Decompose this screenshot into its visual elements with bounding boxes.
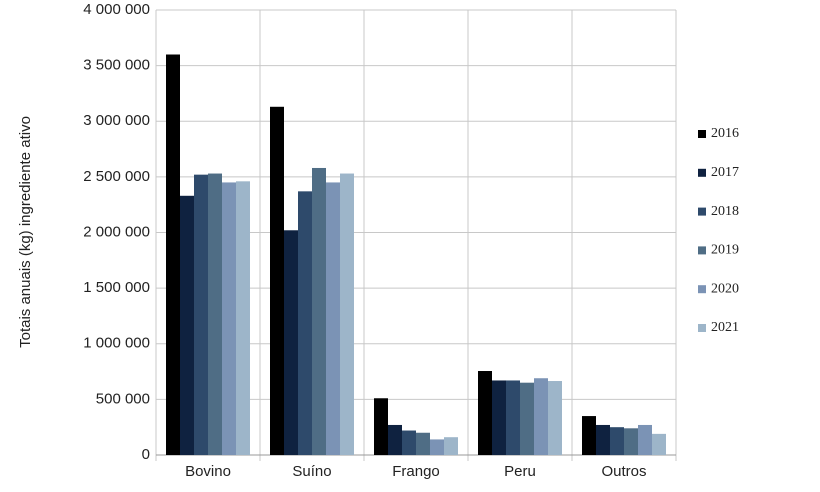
bar [548, 381, 562, 455]
bar [610, 427, 624, 455]
bar [194, 174, 208, 455]
legend-label: 2020 [711, 281, 739, 296]
y-tick-label: 2 000 000 [83, 223, 150, 240]
legend-swatch [698, 246, 706, 255]
y-tick-label: 3 000 000 [83, 112, 150, 129]
y-tick-label: 0 [142, 446, 150, 463]
bar [534, 378, 548, 455]
bar [374, 398, 388, 455]
bar [416, 432, 430, 455]
x-tick-label: Frango [392, 463, 440, 480]
legend-label: 2021 [711, 320, 739, 335]
legend-label: 2019 [711, 243, 739, 258]
bar [326, 182, 340, 455]
bar [222, 182, 236, 455]
y-tick-label: 4 000 000 [83, 1, 150, 18]
legend-swatch [698, 130, 706, 138]
bar [652, 433, 666, 455]
bar [180, 195, 194, 455]
y-tick-label: 500 000 [96, 390, 150, 407]
legend-swatch [698, 324, 706, 332]
legend-label: 2016 [711, 126, 739, 141]
y-tick-label: 2 500 000 [83, 168, 150, 185]
bar [582, 416, 596, 455]
bar [340, 173, 354, 455]
legend-swatch [698, 168, 706, 177]
x-tick-label: Peru [504, 463, 536, 480]
legend-label: 2017 [711, 165, 739, 180]
legend-swatch [698, 207, 706, 216]
bar [506, 380, 520, 455]
bar [402, 430, 416, 455]
bar [430, 439, 444, 455]
bar [492, 380, 506, 455]
bar [312, 167, 326, 455]
bar [236, 181, 250, 455]
bar [388, 424, 402, 455]
x-tick-label: Outros [601, 463, 646, 480]
y-tick-label: 3 500 000 [83, 57, 150, 74]
y-tick-label: 1 500 000 [83, 279, 150, 296]
bar [596, 424, 610, 455]
legend-label: 2018 [711, 204, 739, 219]
bar [270, 106, 284, 455]
bar [624, 428, 638, 455]
legend-swatch [698, 285, 706, 294]
bar [284, 230, 298, 455]
x-tick-label: Bovino [185, 463, 231, 480]
bar [638, 424, 652, 455]
bar [208, 173, 222, 455]
bar [298, 191, 312, 455]
bar [478, 371, 492, 455]
bar [166, 54, 180, 455]
y-axis-label: Totais anuais (kg) ingrediente ativo [17, 116, 34, 348]
x-tick-label: Suíno [292, 463, 331, 480]
bar [520, 382, 534, 455]
bar [444, 437, 458, 455]
y-tick-label: 1 000 000 [83, 335, 150, 352]
